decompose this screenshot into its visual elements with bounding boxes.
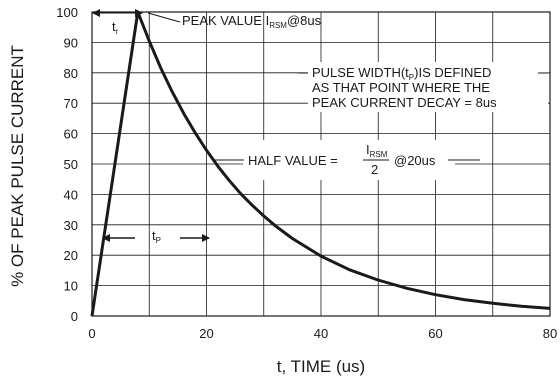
peak-value-label: PEAK VALUE IRSM@8us — [182, 13, 322, 30]
y-tick-label: 40 — [64, 187, 78, 202]
y-tick-label: 100 — [56, 5, 78, 20]
x-tick-label: 80 — [543, 326, 557, 341]
y-tick-label: 0 — [71, 309, 78, 324]
rise-time-label: tr — [112, 19, 119, 36]
x-tick-label: 60 — [428, 326, 442, 341]
half-value-numerator: IRSM — [366, 142, 388, 159]
y-tick-label: 30 — [64, 218, 78, 233]
pulse-width-note-line1: PULSE WIDTH(tP)IS DEFINED — [312, 65, 491, 82]
plot-area-frame — [91, 11, 551, 317]
y-tick-label: 90 — [64, 35, 78, 50]
y-tick-label: 80 — [64, 66, 78, 81]
y-tick-label: 10 — [64, 279, 78, 294]
x-axis-title: t, TIME (us) — [277, 357, 365, 376]
pulse-width-arrow-label: tP — [152, 228, 161, 245]
x-tick-label: 20 — [199, 326, 213, 341]
half-value-suffix: @20us — [394, 153, 436, 168]
pulse-width-note-bg — [308, 62, 548, 112]
y-tick-label: 50 — [64, 157, 78, 172]
y-tick-label: 60 — [64, 127, 78, 142]
y-axis-ticks: 0 10 20 30 40 50 60 70 80 90 100 — [56, 5, 78, 324]
series-line-current — [90, 10, 551, 317]
half-value-note-bg — [243, 140, 455, 180]
x-tick-label: 40 — [314, 326, 328, 341]
peak-leader-line — [147, 12, 181, 23]
x-tick-label: 0 — [88, 326, 95, 341]
y-tick-label: 20 — [64, 248, 78, 263]
pulse-width-note-line3: PEAK CURRENT DECAY = 8us — [312, 95, 497, 110]
y-axis-title: % OF PEAK PULSE CURRENT — [8, 45, 27, 287]
x-axis-ticks: 0 20 40 60 80 — [88, 326, 557, 341]
pulse-width-note-line2: AS THAT POINT WHERE THE — [312, 80, 490, 95]
half-value-label: HALF VALUE = — [248, 153, 338, 168]
y-tick-label: 70 — [64, 96, 78, 111]
half-value-denominator: 2 — [371, 162, 378, 177]
